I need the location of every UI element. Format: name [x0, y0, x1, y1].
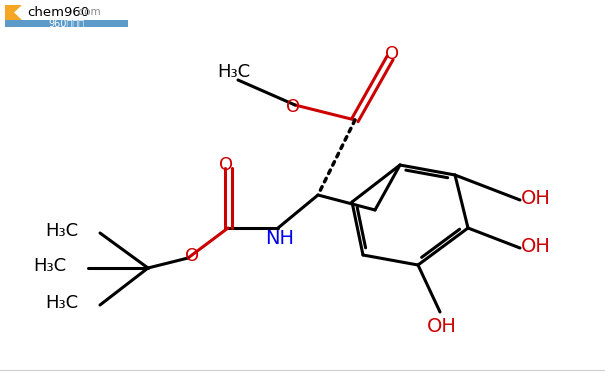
Text: OH: OH: [427, 316, 457, 336]
Text: .com: .com: [76, 7, 102, 17]
Text: H₃C: H₃C: [45, 294, 78, 312]
Text: OH: OH: [521, 237, 551, 255]
Text: chem960: chem960: [27, 6, 89, 18]
Polygon shape: [5, 5, 22, 20]
Text: OH: OH: [521, 189, 551, 207]
Text: O: O: [219, 156, 233, 174]
Text: O: O: [286, 98, 300, 116]
Polygon shape: [5, 20, 128, 27]
Text: O: O: [385, 45, 399, 63]
Text: 960化工网: 960化工网: [48, 18, 84, 28]
Text: H₃C: H₃C: [33, 257, 66, 275]
Text: NH: NH: [266, 228, 295, 248]
Text: H₃C: H₃C: [217, 63, 250, 81]
Text: O: O: [185, 247, 199, 265]
Text: H₃C: H₃C: [45, 222, 78, 240]
